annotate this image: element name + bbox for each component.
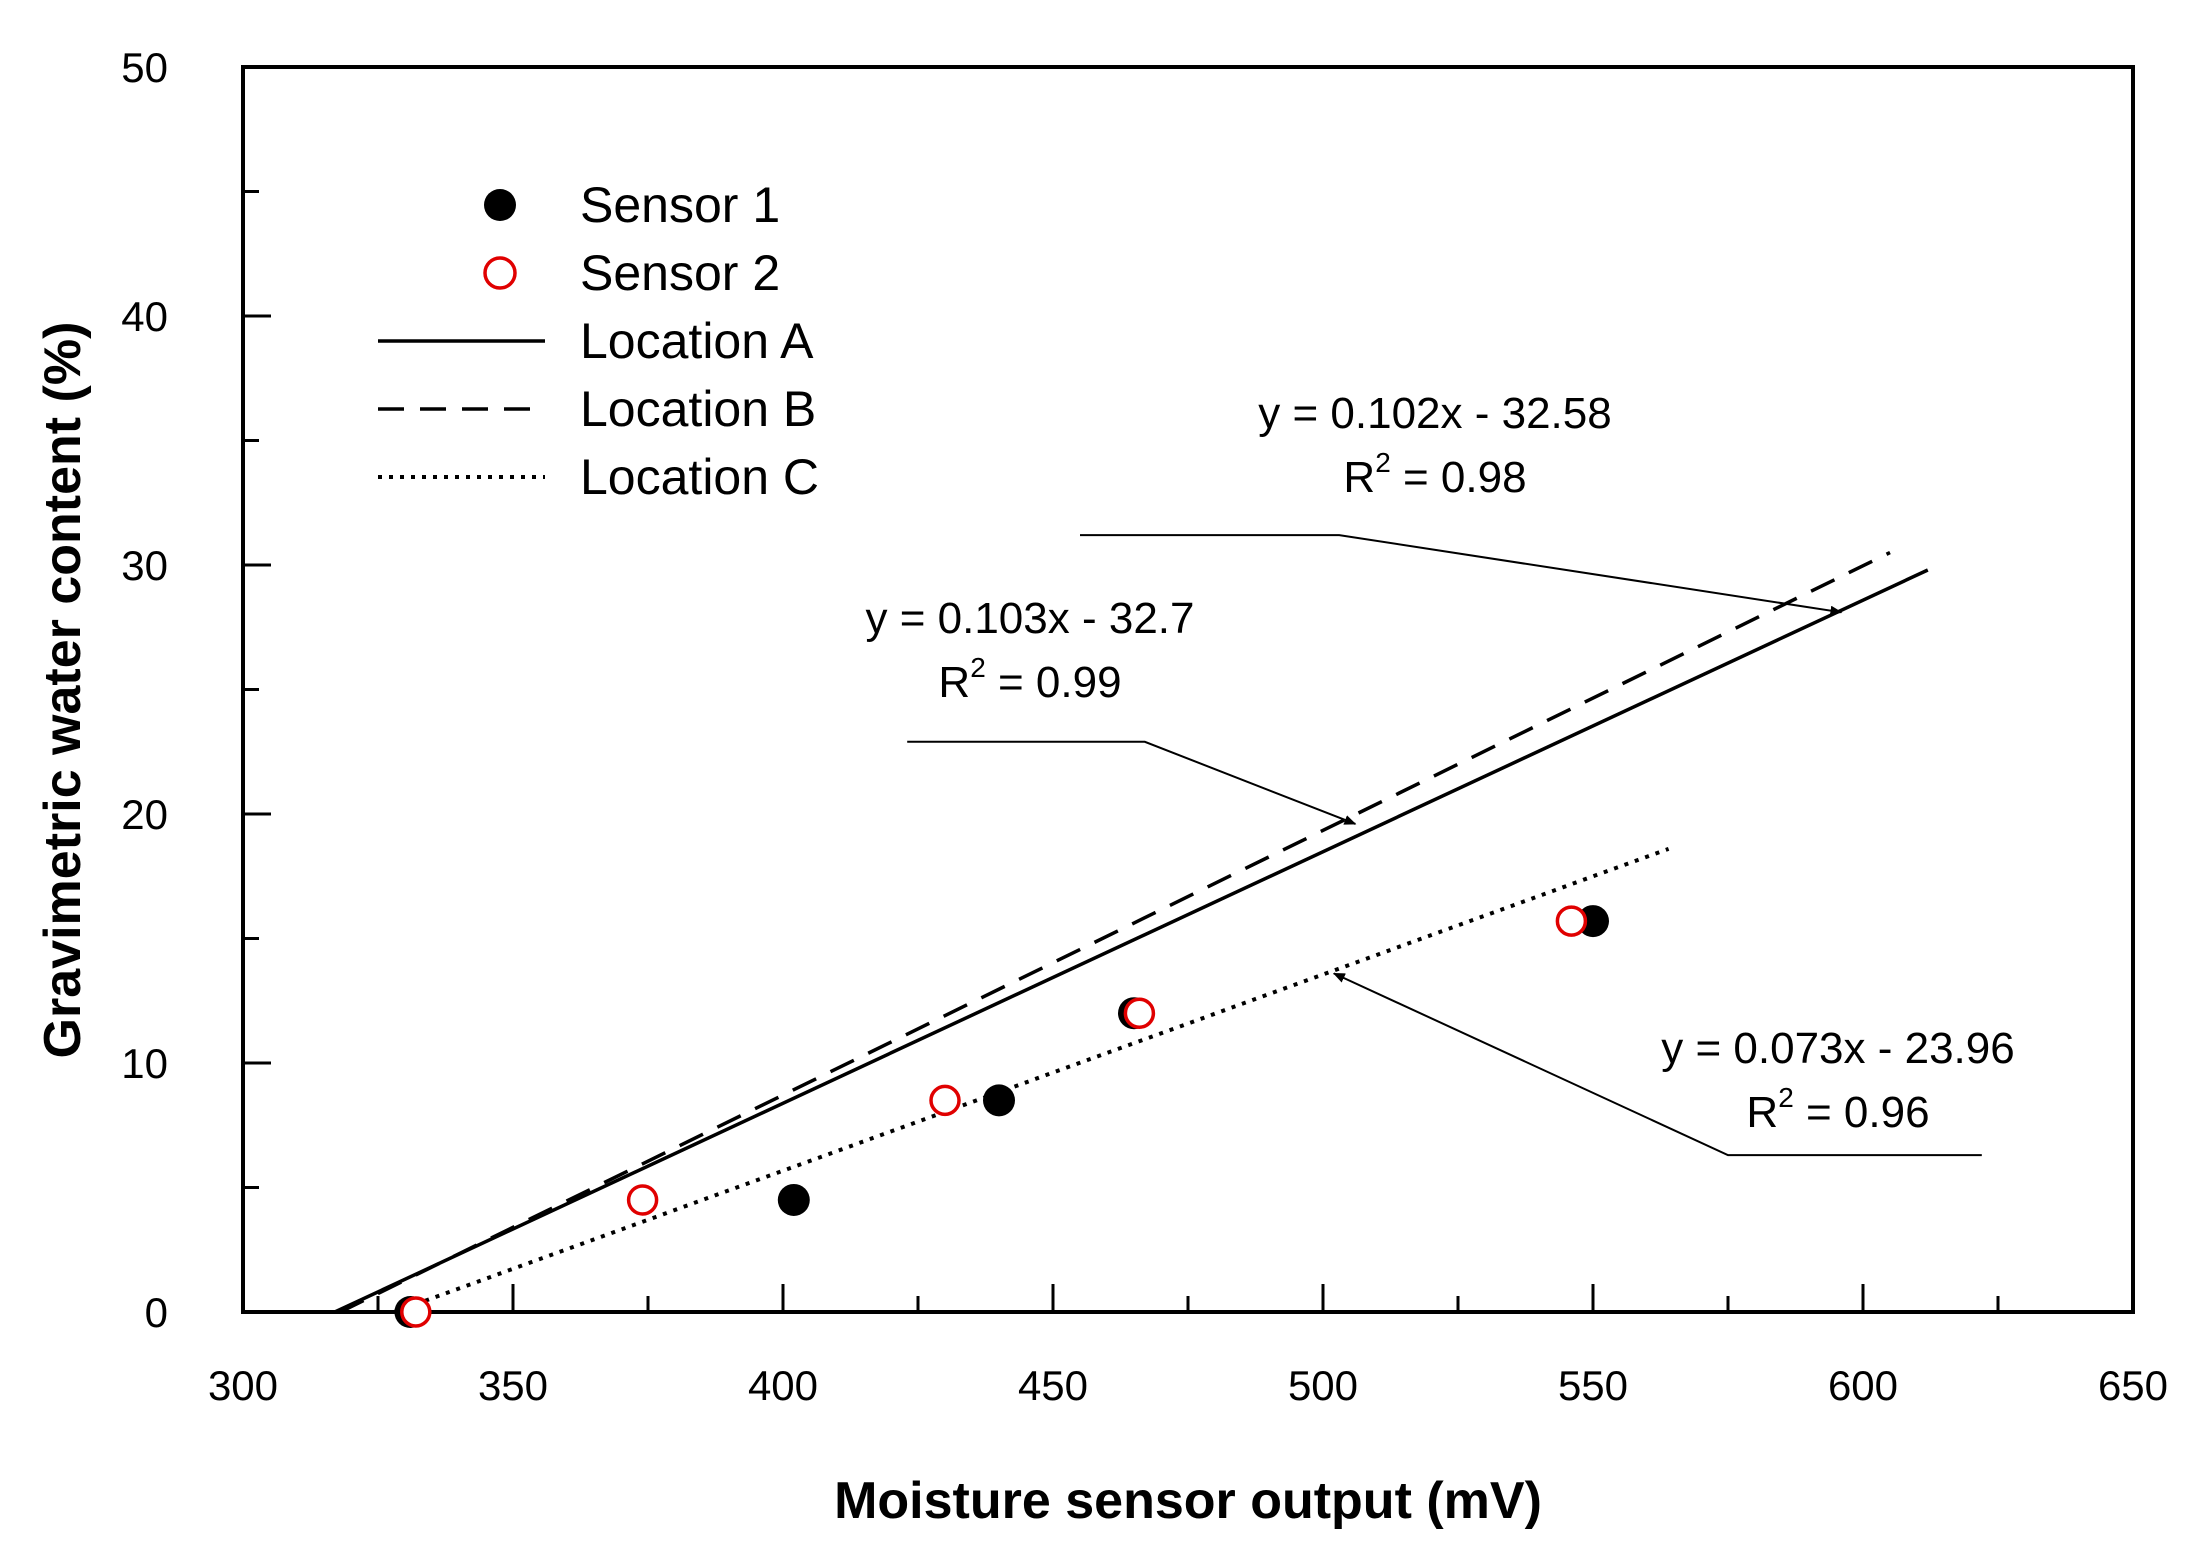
- x-tick-label: 400: [748, 1362, 818, 1409]
- series-line-location-a: [334, 568, 1929, 1314]
- legend-marker-sensor-1: [484, 189, 516, 221]
- y-axis-title: Gravimetric water content (%): [34, 322, 92, 1059]
- annotation-equation: y = 0.073x - 23.96: [1661, 1024, 2014, 1073]
- annotation-equation: y = 0.103x - 32.7: [866, 594, 1195, 643]
- data-point-sensor-2: [400, 1296, 432, 1328]
- annotation-r-squared: R2 = 0.99: [938, 652, 1121, 707]
- legend: Sensor 1 Sensor 2 Location A Location B Loca…: [378, 177, 819, 505]
- x-axis-title: Moisture sensor output (mV): [834, 1472, 1542, 1530]
- annotation-r-squared: R2 = 0.98: [1343, 447, 1526, 502]
- y-tick-label: 40: [121, 293, 168, 340]
- legend-label-location-c: Location C: [580, 449, 819, 505]
- data-point-sensor-1: [983, 1084, 1015, 1117]
- annotation-equation: y = 0.102x - 32.58: [1258, 389, 1611, 438]
- data-points: [394, 905, 1609, 1328]
- axis-tick-labels: 300 350 400 450 500 550 600 650 0 10 20 30 40 50: [121, 44, 2168, 1409]
- data-point-sensor-2: [1555, 905, 1588, 937]
- r-squared-value: = 0.96: [1794, 1088, 1930, 1137]
- y-tick-label: 30: [121, 542, 168, 589]
- y-tick-label: 50: [121, 44, 168, 91]
- data-point-sensor-1: [777, 1183, 810, 1216]
- annotation-r-squared: R2 = 0.96: [1746, 1082, 1929, 1137]
- r-squared-superscript: 2: [1375, 447, 1391, 478]
- r-squared-value: = 0.98: [1391, 453, 1527, 502]
- legend-label-location-a: Location A: [580, 313, 814, 369]
- r-squared-symbol: R: [938, 658, 970, 707]
- x-tick-label: 500: [1288, 1362, 1358, 1409]
- y-tick-label: 20: [121, 791, 168, 838]
- legend-label-location-b: Location B: [580, 381, 816, 437]
- r-squared-symbol: R: [1343, 453, 1375, 502]
- x-tick-label: 300: [208, 1362, 278, 1409]
- legend-label-sensor-2: Sensor 2: [580, 245, 780, 301]
- annotation-leader-line: [1080, 534, 1843, 616]
- y-tick-label: 0: [145, 1289, 168, 1336]
- x-tick-label: 450: [1018, 1362, 1088, 1409]
- data-point-sensor-2: [929, 1084, 961, 1117]
- data-point-sensor-2: [1123, 997, 1156, 1029]
- annotation-leader-line: [1332, 972, 1982, 1157]
- series-line-location-b: [339, 550, 1891, 1314]
- x-tick-label: 350: [478, 1362, 548, 1409]
- x-tick-label: 550: [1558, 1362, 1628, 1409]
- annotation-leader-line: [907, 740, 1357, 825]
- data-point-sensor-1: [1577, 905, 1609, 938]
- y-tick-label: 10: [121, 1040, 168, 1087]
- r-squared-superscript: 2: [970, 652, 986, 683]
- r-squared-symbol: R: [1746, 1088, 1778, 1137]
- series-line-location-c: [393, 846, 1670, 1314]
- x-tick-label: 600: [1828, 1362, 1898, 1409]
- legend-marker-sensor-2: [483, 256, 517, 290]
- fit-lines: [334, 550, 1929, 1314]
- axis-ticks: [241, 65, 2135, 1314]
- legend-label-sensor-1: Sensor 1: [580, 177, 780, 233]
- r-squared-superscript: 2: [1778, 1082, 1794, 1113]
- r-squared-value: = 0.99: [986, 658, 1122, 707]
- x-tick-label: 650: [2098, 1362, 2168, 1409]
- data-point-sensor-2: [626, 1184, 659, 1216]
